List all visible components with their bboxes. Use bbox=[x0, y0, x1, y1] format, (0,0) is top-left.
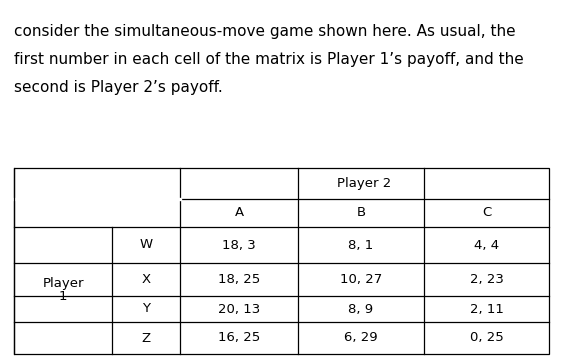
Text: A: A bbox=[234, 206, 243, 219]
Text: 6, 29: 6, 29 bbox=[344, 331, 378, 344]
Text: 18, 25: 18, 25 bbox=[218, 273, 260, 286]
Text: 10, 27: 10, 27 bbox=[340, 273, 382, 286]
Text: 8, 9: 8, 9 bbox=[348, 303, 374, 316]
Text: second is Player 2’s payoff.: second is Player 2’s payoff. bbox=[14, 80, 223, 95]
Text: W: W bbox=[140, 239, 153, 252]
Text: Player 2: Player 2 bbox=[337, 177, 392, 190]
Text: 1: 1 bbox=[59, 291, 67, 304]
Text: 20, 13: 20, 13 bbox=[218, 303, 260, 316]
Text: C: C bbox=[482, 206, 491, 219]
Text: 16, 25: 16, 25 bbox=[218, 331, 260, 344]
Text: 8, 1: 8, 1 bbox=[348, 239, 374, 252]
Text: first number in each cell of the matrix is Player 1’s payoff, and the: first number in each cell of the matrix … bbox=[14, 52, 524, 67]
Text: 18, 3: 18, 3 bbox=[222, 239, 256, 252]
Text: Y: Y bbox=[142, 303, 150, 316]
Text: X: X bbox=[141, 273, 150, 286]
Text: consider the simultaneous-move game shown here. As usual, the: consider the simultaneous-move game show… bbox=[14, 24, 516, 39]
Text: 2, 23: 2, 23 bbox=[470, 273, 503, 286]
Text: Z: Z bbox=[141, 331, 150, 344]
Text: 4, 4: 4, 4 bbox=[474, 239, 499, 252]
Text: Player: Player bbox=[42, 278, 84, 291]
Text: 0, 25: 0, 25 bbox=[470, 331, 503, 344]
Text: 2, 11: 2, 11 bbox=[470, 303, 503, 316]
Text: B: B bbox=[356, 206, 366, 219]
